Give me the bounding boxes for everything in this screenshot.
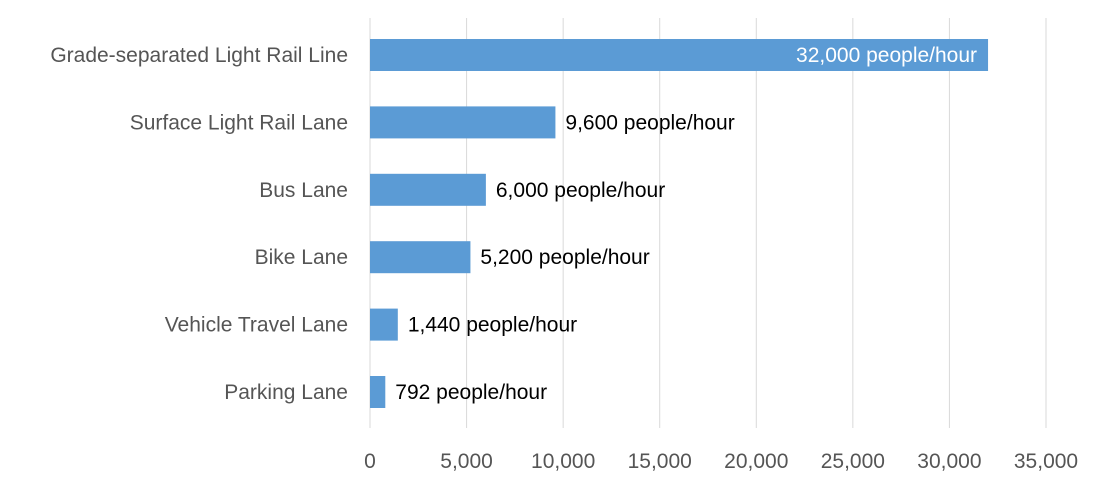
bar — [370, 173, 486, 206]
data-label: 9,600 people/hour — [565, 111, 734, 134]
bar — [370, 376, 386, 408]
x-axis-tick-labels: 0 5,000 10,000 15,000 20,000 25,000 30,000 35,0… — [364, 450, 1078, 473]
bar — [370, 241, 471, 274]
category-label: Vehicle Travel Lane — [165, 314, 348, 337]
bar — [370, 39, 989, 71]
x-tick-label: 20,000 — [724, 450, 788, 473]
x-tick-label: 30,000 — [917, 450, 981, 473]
category-label: Parking Lane — [224, 381, 348, 404]
category-label: Bus Lane — [259, 179, 348, 202]
bar — [370, 106, 556, 139]
x-tick-label: 15,000 — [628, 450, 692, 473]
category-label: Bike Lane — [255, 246, 348, 269]
data-label: 32,000 people/hour — [796, 44, 977, 67]
x-tick-label: 25,000 — [821, 450, 885, 473]
gridlines — [369, 18, 1047, 428]
data-label: 792 people/hour — [395, 381, 547, 404]
bars — [370, 39, 989, 408]
category-label: Grade-separated Light Rail Line — [50, 44, 348, 67]
bar — [370, 308, 398, 341]
x-tick-label: 10,000 — [531, 450, 595, 473]
data-label: 6,000 people/hour — [496, 179, 665, 202]
x-tick-label: 35,000 — [1014, 450, 1078, 473]
x-tick-label: 5,000 — [440, 450, 493, 473]
x-tick-label: 0 — [364, 450, 376, 473]
category-labels: Grade-separated Light Rail Line Surface L… — [50, 44, 348, 404]
data-label: 1,440 people/hour — [408, 314, 577, 337]
data-labels: 32,000 people/hour 9,600 people/hour 6,000… — [395, 44, 977, 404]
data-label: 5,200 people/hour — [480, 246, 649, 269]
category-label: Surface Light Rail Lane — [130, 111, 348, 134]
